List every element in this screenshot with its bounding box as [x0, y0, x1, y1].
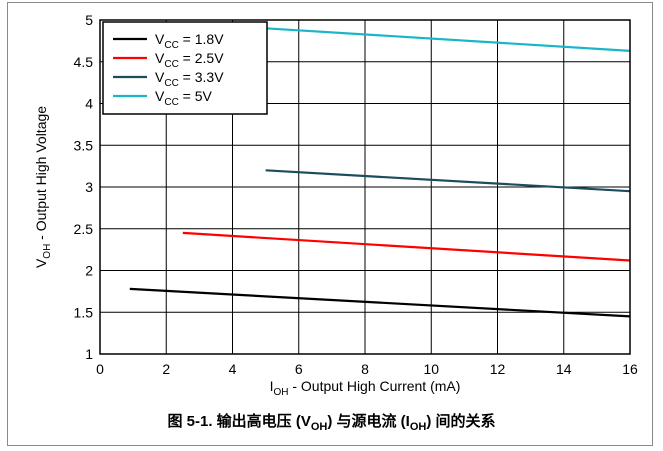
legend-label-rest: = 1.8V: [179, 31, 224, 47]
legend-label-sub: CC: [164, 59, 178, 70]
y-tick-label: 4: [85, 96, 93, 112]
legend-label-rest: = 5V: [179, 88, 213, 104]
series-line: [265, 169, 631, 193]
x-tick-label: 10: [423, 361, 439, 377]
y-axis-label-rest: - Output High Voltage: [33, 106, 49, 244]
series-line: [265, 27, 631, 52]
x-tick-label: 4: [229, 361, 237, 377]
y-tick-label: 1.5: [74, 304, 94, 320]
legend-label-main: V: [155, 69, 165, 85]
y-tick-label: 3: [85, 179, 93, 195]
y-axis-label-sub: OH: [42, 244, 53, 259]
legend-label-rest: = 3.3V: [179, 69, 224, 85]
legend-label-main: V: [155, 31, 165, 47]
series-line: [129, 287, 631, 318]
legend-label: VCC = 5V: [155, 88, 213, 108]
series-line: [182, 231, 631, 262]
series-lines: [129, 27, 631, 318]
legend-label-sub: CC: [164, 40, 178, 51]
y-tick-label: 4.5: [74, 54, 94, 70]
plot-area-border: [99, 19, 631, 355]
x-tick-label: 0: [96, 361, 104, 377]
figure-frame: [7, 2, 653, 446]
caption-middle: ) 与源电流 (I: [327, 413, 410, 430]
x-tick-label: 6: [295, 361, 303, 377]
legend-box: [102, 21, 268, 115]
legend-label-sub: CC: [164, 97, 178, 108]
x-axis-label-main: I: [270, 378, 274, 394]
x-tick-label: 12: [490, 361, 506, 377]
x-tick-label: 14: [556, 361, 572, 377]
x-tick-label: 2: [162, 361, 170, 377]
y-tick-label: 2: [85, 263, 93, 279]
legend-label: VCC = 2.5V: [155, 50, 224, 70]
caption-sub-1: OH: [310, 421, 328, 433]
y-axis-label: VOH - Output High Voltage: [33, 106, 53, 268]
legend-label-main: V: [155, 88, 165, 104]
tick-labels: 0 2 4 6 8 10 12 14 16 1 1.5 2 2.5 3 3.5 4 4.5 5: [74, 12, 638, 377]
y-tick-label: 1: [85, 346, 93, 362]
y-tick-label: 3.5: [74, 137, 94, 153]
figure-caption: 图 5-1. 输出高电压 (VOH) 与源电流 (IOH) 间的关系: [0, 410, 663, 433]
caption-suffix: ) 间的关系: [426, 413, 496, 430]
legend-label: VCC = 3.3V: [155, 69, 224, 89]
legend-label-rest: = 2.5V: [179, 50, 224, 66]
x-axis-label: IOH - Output High Current (mA): [270, 378, 461, 398]
legend-label: VCC = 1.8V: [155, 31, 224, 51]
caption-prefix: 图 5-1. 输出高电压 (V: [167, 413, 311, 430]
legend-label-sub: CC: [164, 78, 178, 89]
legend-label-main: V: [155, 50, 165, 66]
x-axis-label-rest: - Output High Current (mA): [288, 378, 460, 394]
y-tick-label: 5: [85, 12, 93, 28]
y-axis-label-main: V: [33, 258, 49, 268]
y-tick-label: 2.5: [74, 221, 94, 237]
x-tick-label: 16: [622, 361, 638, 377]
x-axis-label-sub: OH: [273, 387, 288, 398]
x-tick-label: 8: [361, 361, 369, 377]
caption-sub-2: OH: [409, 421, 427, 433]
